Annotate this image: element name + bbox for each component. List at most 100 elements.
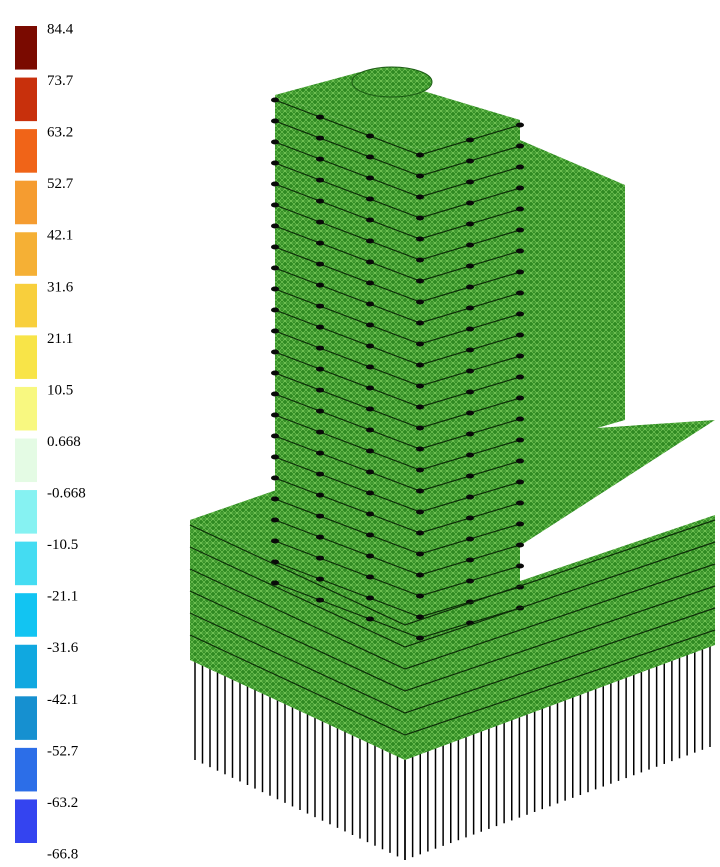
node <box>466 285 474 290</box>
node <box>416 489 424 494</box>
legend-swatch <box>15 129 37 173</box>
node <box>466 453 474 458</box>
node <box>316 220 324 225</box>
node <box>516 543 524 548</box>
legend-swatch <box>15 542 37 586</box>
node <box>316 388 324 393</box>
node <box>366 323 374 328</box>
node <box>271 203 279 208</box>
legend-label: 52.7 <box>47 176 74 192</box>
node <box>271 497 279 502</box>
legend-swatch <box>15 335 37 379</box>
node <box>271 287 279 292</box>
node <box>516 417 524 422</box>
legend-label: -21.1 <box>47 589 78 605</box>
node <box>416 342 424 347</box>
legend-label: -10.5 <box>47 537 78 553</box>
node <box>416 216 424 221</box>
legend-label: -63.2 <box>47 795 78 811</box>
node <box>366 575 374 580</box>
node <box>271 434 279 439</box>
node <box>366 302 374 307</box>
node <box>366 491 374 496</box>
node <box>416 552 424 557</box>
node <box>366 428 374 433</box>
node <box>466 474 474 479</box>
legend-label: -66.8 <box>47 846 78 862</box>
node <box>316 199 324 204</box>
node <box>466 390 474 395</box>
legend-swatch <box>15 439 37 483</box>
legend-label: 63.2 <box>47 125 73 141</box>
node <box>516 522 524 527</box>
legend-swatch <box>15 645 37 689</box>
node <box>416 447 424 452</box>
node <box>366 176 374 181</box>
node <box>516 438 524 443</box>
node <box>466 516 474 521</box>
node <box>271 224 279 229</box>
node <box>366 596 374 601</box>
node <box>466 180 474 185</box>
node <box>416 384 424 389</box>
node <box>366 155 374 160</box>
node <box>466 579 474 584</box>
node <box>316 535 324 540</box>
roof-drum <box>352 67 432 97</box>
legend-label: 84.4 <box>47 21 74 37</box>
node <box>516 228 524 233</box>
node <box>516 459 524 464</box>
node <box>316 577 324 582</box>
node <box>316 514 324 519</box>
node <box>416 531 424 536</box>
node <box>271 476 279 481</box>
legend-swatch <box>15 748 37 792</box>
node <box>516 480 524 485</box>
node <box>516 333 524 338</box>
node <box>271 98 279 103</box>
node <box>366 134 374 139</box>
page: {"legend": { "labels": ["84.4", "73.7", … <box>0 0 720 867</box>
node <box>466 159 474 164</box>
node <box>316 115 324 120</box>
node <box>271 350 279 355</box>
node <box>316 409 324 414</box>
node <box>366 365 374 370</box>
node <box>466 369 474 374</box>
node <box>271 245 279 250</box>
node <box>316 136 324 141</box>
node <box>416 174 424 179</box>
node <box>416 573 424 578</box>
node <box>516 312 524 317</box>
legend-label: 31.6 <box>47 279 74 295</box>
legend-label: 21.1 <box>47 331 73 347</box>
node <box>366 533 374 538</box>
node <box>416 636 424 641</box>
node <box>366 386 374 391</box>
node <box>366 344 374 349</box>
node <box>516 165 524 170</box>
legend-swatch <box>15 284 37 328</box>
node <box>516 186 524 191</box>
node <box>516 144 524 149</box>
node <box>366 554 374 559</box>
node <box>366 218 374 223</box>
legend-swatch <box>15 490 37 534</box>
node <box>271 119 279 124</box>
node <box>271 140 279 145</box>
node <box>316 430 324 435</box>
node <box>416 468 424 473</box>
node <box>316 157 324 162</box>
node <box>316 598 324 603</box>
node <box>271 371 279 376</box>
node <box>416 153 424 158</box>
node <box>366 512 374 517</box>
node <box>316 325 324 330</box>
node <box>466 264 474 269</box>
structure-model <box>190 67 715 860</box>
node <box>271 392 279 397</box>
node <box>466 327 474 332</box>
node <box>416 237 424 242</box>
node <box>366 407 374 412</box>
screen: 84.473.763.252.742.131.621.110.50.668-0.… <box>0 0 720 867</box>
